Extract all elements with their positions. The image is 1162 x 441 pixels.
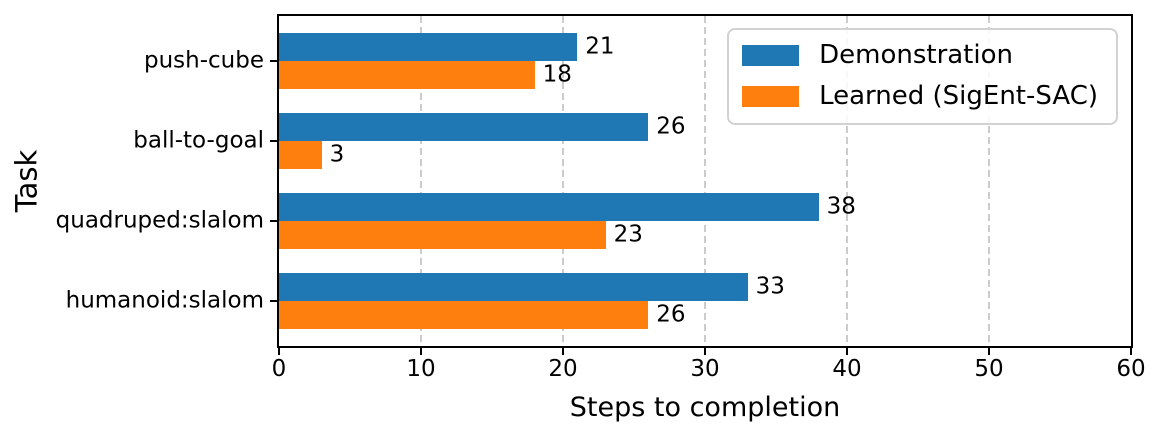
y-tick bbox=[270, 59, 279, 62]
bar-value-label: 21 bbox=[585, 33, 615, 60]
y-tick-label-ball-to-goal: ball-to-goal bbox=[133, 127, 264, 154]
x-tick-label-10: 10 bbox=[406, 356, 436, 382]
x-tick bbox=[1130, 346, 1132, 355]
x-tick-label-50: 50 bbox=[974, 356, 1004, 382]
axis-ticks-layer: push-cube ball-to-goal quadruped:slalom hum… bbox=[56, 16, 1146, 381]
bar-value-label: 23 bbox=[613, 221, 643, 248]
x-tick bbox=[278, 346, 280, 355]
x-tick bbox=[420, 346, 422, 355]
bar-value-label: 26 bbox=[656, 113, 686, 140]
y-tick bbox=[270, 139, 279, 142]
bar-demonstration-ball-to-goal bbox=[279, 112, 649, 141]
legend-label: Learned (SigEnt-SAC) bbox=[819, 80, 1098, 111]
legend-entry-learned-sigent-sac: Learned (SigEnt-SAC) bbox=[742, 80, 1098, 112]
bar-learned-sigent-sac-push-cube bbox=[279, 60, 535, 89]
y-tick bbox=[270, 300, 279, 303]
x-tick bbox=[704, 346, 706, 355]
bar-value-label: 33 bbox=[755, 273, 785, 300]
y-tick-label-quadruped-slalom: quadruped:slalom bbox=[55, 207, 264, 234]
y-tick-label-push-cube: push-cube bbox=[143, 47, 264, 74]
bar-value-label: 18 bbox=[542, 61, 572, 88]
bar-value-label: 26 bbox=[656, 301, 686, 328]
gridline-x-20 bbox=[562, 16, 564, 346]
legend-swatch bbox=[742, 45, 800, 67]
x-tick-label-60: 60 bbox=[1116, 356, 1146, 382]
legend-entry-demonstration: Demonstration bbox=[742, 40, 1098, 71]
bar-value-label: 3 bbox=[329, 141, 345, 168]
legend: Demonstration Learned (SigEnt-SAC) bbox=[727, 28, 1118, 125]
gridline-x-10 bbox=[420, 16, 422, 346]
gridline-x-30 bbox=[704, 16, 706, 346]
y-tick bbox=[270, 220, 279, 223]
bar-learned-sigent-sac-humanoid-slalom bbox=[279, 301, 649, 330]
y-tick-label-humanoid-slalom: humanoid:slalom bbox=[65, 287, 264, 314]
bar-learned-sigent-sac-ball-to-goal bbox=[279, 140, 322, 169]
x-tick-label-40: 40 bbox=[832, 356, 862, 382]
legend-swatch bbox=[742, 86, 800, 108]
x-tick bbox=[988, 346, 990, 355]
x-tick-label-0: 0 bbox=[271, 356, 287, 382]
gridlines-layer bbox=[279, 16, 1131, 346]
x-tick bbox=[562, 346, 564, 355]
bar-value-label: 38 bbox=[826, 193, 856, 220]
bar-demonstration-quadruped-slalom bbox=[279, 193, 819, 222]
bar-demonstration-push-cube bbox=[279, 32, 578, 61]
x-tick bbox=[846, 346, 848, 355]
gridline-x-50 bbox=[988, 16, 990, 346]
plot-area: 21 26 38 33 18 3 23 26 push-cube ball-to-goal qua… bbox=[56, 14, 1146, 381]
x-axis-label: Steps to completion bbox=[569, 392, 841, 423]
gridline-x-40 bbox=[846, 16, 848, 346]
bar-learned-sigent-sac-quadruped-slalom bbox=[279, 221, 606, 250]
x-tick-label-30: 30 bbox=[690, 356, 720, 382]
bar-demonstration-humanoid-slalom bbox=[279, 273, 748, 302]
y-axis-label: Task bbox=[9, 149, 44, 213]
x-tick-label-20: 20 bbox=[548, 356, 578, 382]
legend-label: Demonstration bbox=[819, 40, 1013, 70]
bars-layer: 21 26 38 33 18 3 23 26 bbox=[279, 16, 1131, 346]
